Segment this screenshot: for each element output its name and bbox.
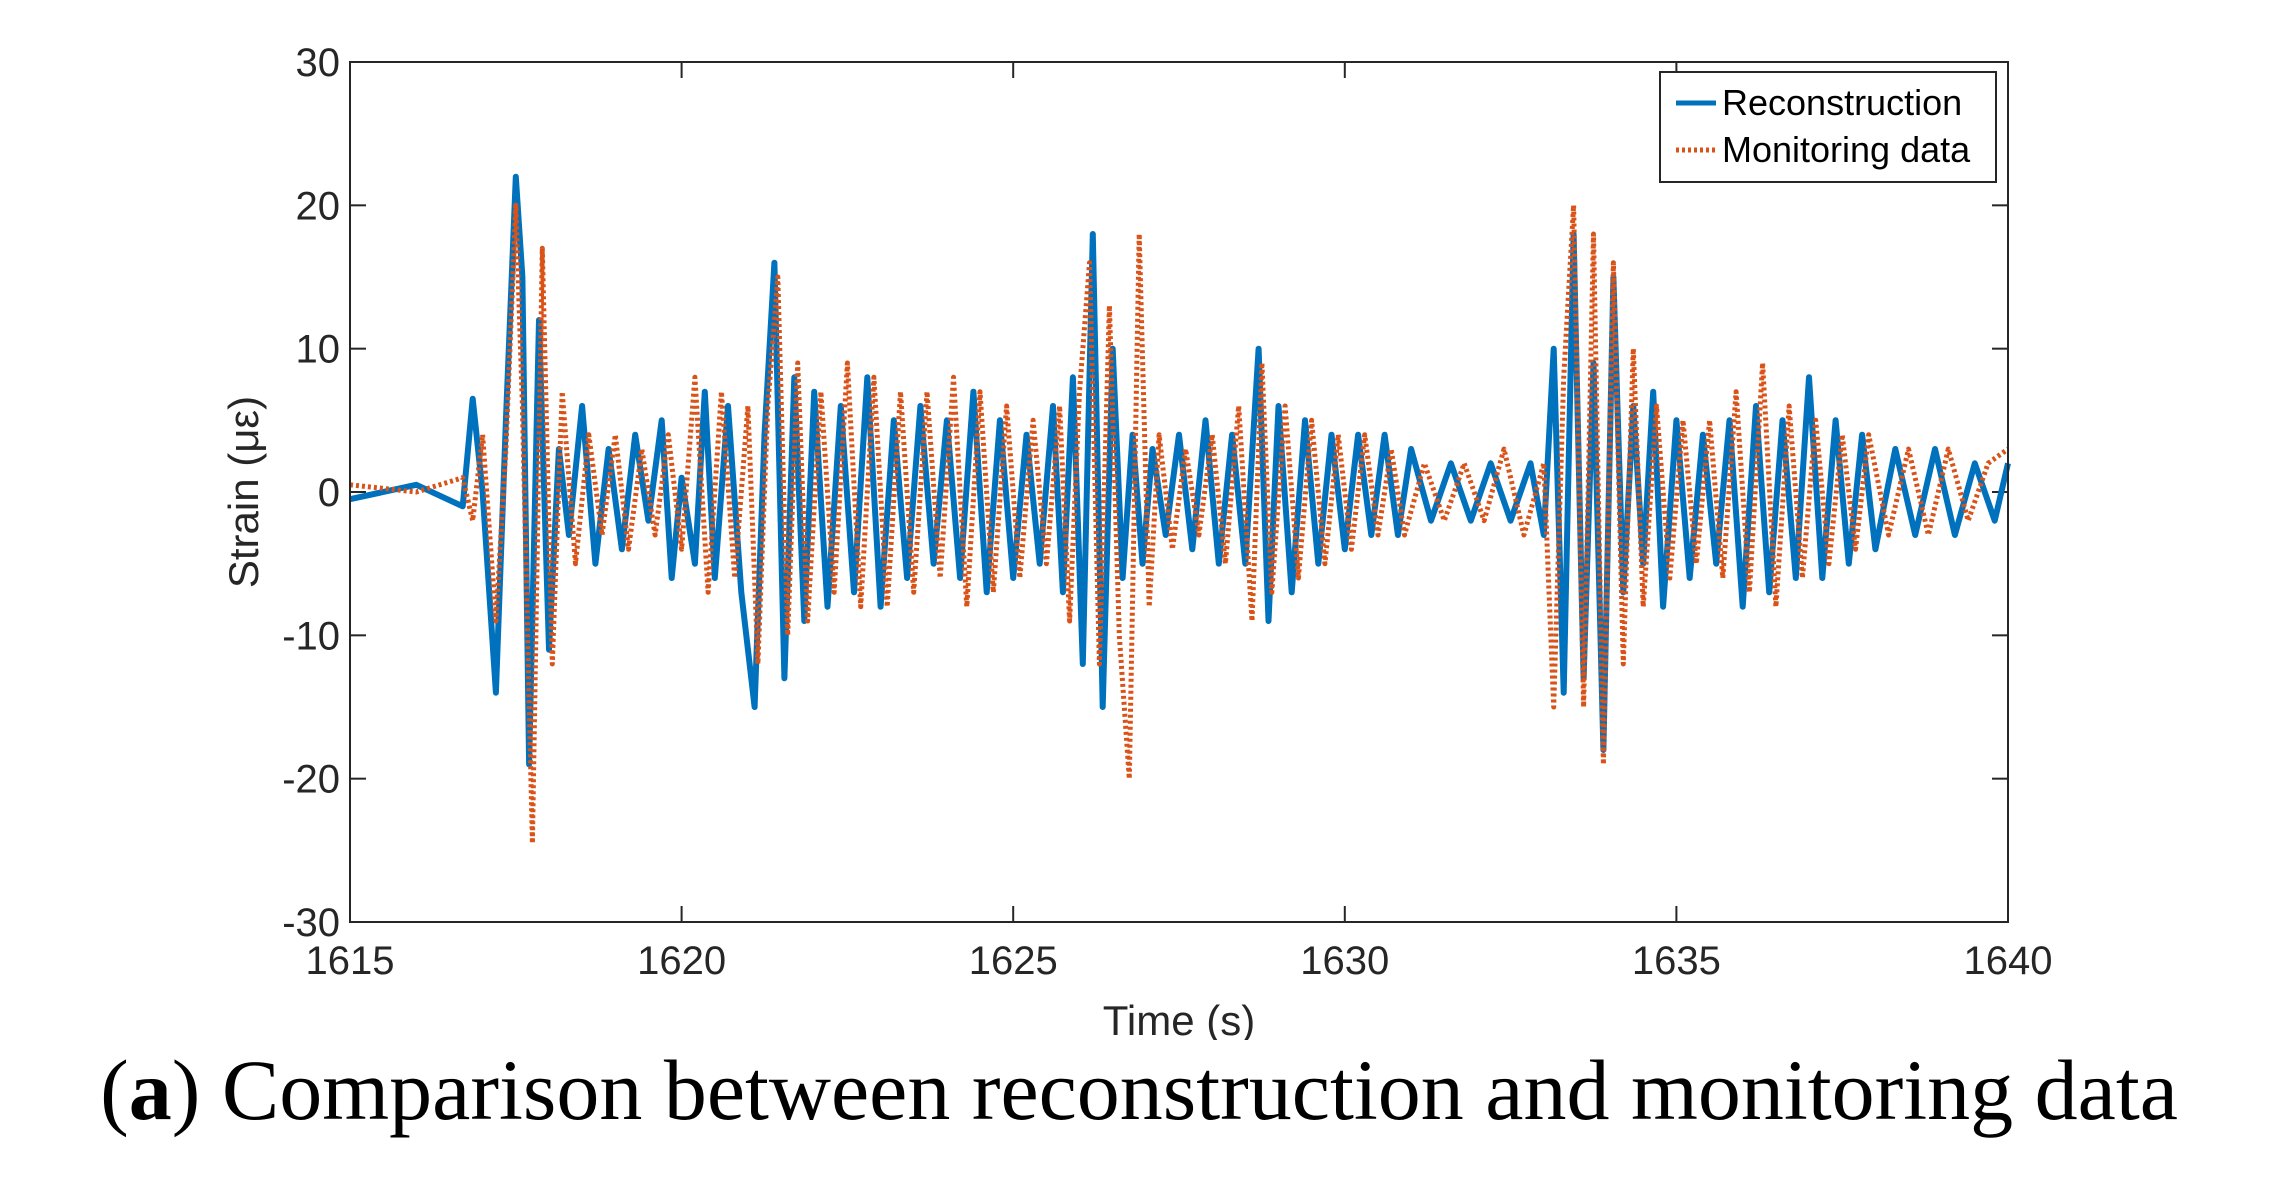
tick-labels: 1615 1620 1625 1630 1635 1640 30 20 10 0 -10 -20 -30: [282, 41, 2052, 983]
figure-caption: (a) Comparison between reconstruction an…: [100, 1042, 2178, 1138]
y-axis-label: Strain (με): [220, 396, 267, 588]
legend: Reconstruction Monitoring data: [1659, 71, 1997, 183]
caption-label: a: [128, 1042, 172, 1138]
y-tick-label: -20: [282, 758, 340, 802]
legend-box: [1659, 71, 1997, 183]
y-tick-label: 0: [318, 471, 340, 515]
x-tick-label: 1620: [637, 939, 726, 983]
plot-frame: [349, 61, 2009, 923]
series-layer: [349, 173, 2011, 846]
legend-label-reconstruction: Reconstruction: [1722, 82, 1962, 123]
x-tick-label: 1640: [1964, 939, 2053, 983]
series-line-monitoring-data: [349, 202, 2010, 846]
x-tick-label: 1615: [306, 939, 395, 983]
chart: 1615 1620 1625 1630 1635 1640 30 20 10 0 -10 -20 -30…: [220, 41, 2052, 1040]
y-tick-label: 30: [296, 41, 341, 85]
y-tick-label: -10: [282, 614, 340, 658]
y-tick-label: -30: [282, 901, 340, 945]
x-tick-label: 1625: [969, 939, 1058, 983]
caption-text: Comparison between reconstruction and mo…: [200, 1042, 2178, 1138]
y-tick-label: 10: [296, 328, 341, 372]
legend-label-monitoring-data: Monitoring data: [1722, 129, 1971, 170]
y-tick-label: 20: [296, 184, 341, 228]
x-tick-label: 1630: [1300, 939, 1389, 983]
x-tick-label: 1635: [1632, 939, 1721, 983]
x-axis-label: Time (s): [1103, 997, 1255, 1040]
